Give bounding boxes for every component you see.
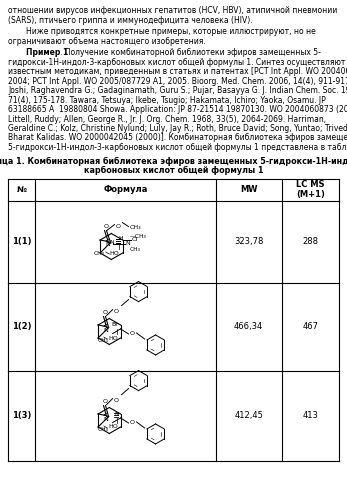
Text: HO: HO <box>109 425 119 430</box>
Text: O: O <box>104 224 109 229</box>
Text: O: O <box>103 399 108 404</box>
Text: 1(2): 1(2) <box>12 322 31 331</box>
Text: O: O <box>129 331 135 336</box>
Text: гидрокси-1H-индол-3-карбоновых кислот общей формулы 1. Синтез осуществляют по: гидрокси-1H-индол-3-карбоновых кислот об… <box>8 57 347 66</box>
Text: CH₃: CH₃ <box>97 338 108 343</box>
Text: O: O <box>113 398 119 403</box>
Text: CH₃: CH₃ <box>130 247 141 252</box>
Text: N: N <box>103 417 108 422</box>
Text: O: O <box>103 309 108 314</box>
Text: карбоновых кислот общей формулы 1: карбоновых кислот общей формулы 1 <box>84 166 263 175</box>
Text: Cl: Cl <box>132 238 138 243</box>
Text: MW: MW <box>240 185 257 194</box>
Text: O: O <box>116 224 120 229</box>
Text: Bharat Kalidas. WO 2000042045 (2000)]. Комбинаторная библиотека эфиров замещенны: Bharat Kalidas. WO 2000042045 (2000)]. К… <box>8 134 347 143</box>
Text: Br: Br <box>112 322 119 327</box>
Text: Формула: Формула <box>103 185 147 194</box>
Text: (SARS), птичьего гриппа и иммунодефицита человека (HIV).: (SARS), птичьего гриппа и иммунодефицита… <box>8 15 253 24</box>
Text: 413: 413 <box>303 411 318 420</box>
Text: 1(3): 1(3) <box>12 411 31 420</box>
Text: 323,78: 323,78 <box>234 237 263 246</box>
Text: HO: HO <box>109 335 119 340</box>
Text: известным методикам, приведенным в статьях и патентах [PCT Int Appl. WO 20040608: известным методикам, приведенным в стать… <box>8 67 347 76</box>
Text: 63188665 A  19880804 Showa. Application: JP 87-21514 19870130. WO 2004060873 (20: 63188665 A 19880804 Showa. Application: … <box>8 105 347 114</box>
Text: HO: HO <box>110 250 120 255</box>
Text: Littell, Ruddy; Allen, George R., Jr. J. Org. Chem. 1968, 33(5), 2064-2069. Harr: Littell, Ruddy; Allen, George R., Jr. J.… <box>8 114 326 123</box>
Text: N: N <box>103 328 108 333</box>
Text: N: N <box>126 241 130 246</box>
Text: CH₃: CH₃ <box>129 225 141 230</box>
Text: 467: 467 <box>302 322 318 331</box>
Text: N: N <box>105 243 110 248</box>
Text: CH₃: CH₃ <box>93 251 104 256</box>
Text: 5-гидрокси-1Н-индол-3-карбоновых кислот общей формулы 1 представлена в таблице 1: 5-гидрокси-1Н-индол-3-карбоновых кислот … <box>8 143 347 152</box>
Text: отношении вирусов инфекционных гепатитов (HCV, HBV), атипичной пневмонии: отношении вирусов инфекционных гепатитов… <box>8 6 337 15</box>
Text: Geraldine C.; Kolz, Christine Nylund; Luly, Jay R.; Roth, Bruce David; Song, Yun: Geraldine C.; Kolz, Christine Nylund; Lu… <box>8 124 347 133</box>
Text: —CH₃: —CH₃ <box>130 234 147 239</box>
Text: LC MS
(M+1): LC MS (M+1) <box>296 180 325 199</box>
Text: 71(4), 175-178. Tawara, Tetsuya; Ikebe, Tsugio; Hakamata, Ichiro; Yaoka, Osamu. : 71(4), 175-178. Tawara, Tetsuya; Ikebe, … <box>8 95 326 104</box>
Text: Joshi, Raghavendra G.; Gadaginamath, Guru S.; Pujar, Basayya G. J. Indian Chem. : Joshi, Raghavendra G.; Gadaginamath, Gur… <box>8 86 347 95</box>
Text: O: O <box>129 421 135 426</box>
Text: Ниже приводятся конкретные примеры, которые иллюстрируют, но не: Ниже приводятся конкретные примеры, кото… <box>26 27 316 36</box>
Text: N: N <box>114 412 119 417</box>
Text: Пример 1: Пример 1 <box>26 48 68 57</box>
Text: O: O <box>113 308 119 313</box>
Text: H: H <box>119 237 123 242</box>
Text: Таблица 1. Комбинаторная библиотека эфиров замещенных 5-гидрокси-1Н-индол-3-: Таблица 1. Комбинаторная библиотека эфир… <box>0 157 347 166</box>
Text: ограничивают объема настоящего изобретения.: ограничивают объема настоящего изобретен… <box>8 36 206 45</box>
Text: 466,34: 466,34 <box>234 322 263 331</box>
Text: №: № <box>17 185 27 194</box>
Text: 412,45: 412,45 <box>234 411 263 420</box>
Text: 288: 288 <box>302 237 318 246</box>
Text: CH₃: CH₃ <box>97 427 108 432</box>
Text: . Получение комбинаторной библиотеки эфиров замещенных 5-: . Получение комбинаторной библиотеки эфи… <box>60 48 321 57</box>
Text: 1(1): 1(1) <box>12 237 31 246</box>
Text: 2004; PCT Int Appl. WO 2005/087729 A1, 2005. Bioorg. Med. Chem. 2006, 14(4), 911: 2004; PCT Int Appl. WO 2005/087729 A1, 2… <box>8 76 347 85</box>
Text: N: N <box>110 240 115 245</box>
